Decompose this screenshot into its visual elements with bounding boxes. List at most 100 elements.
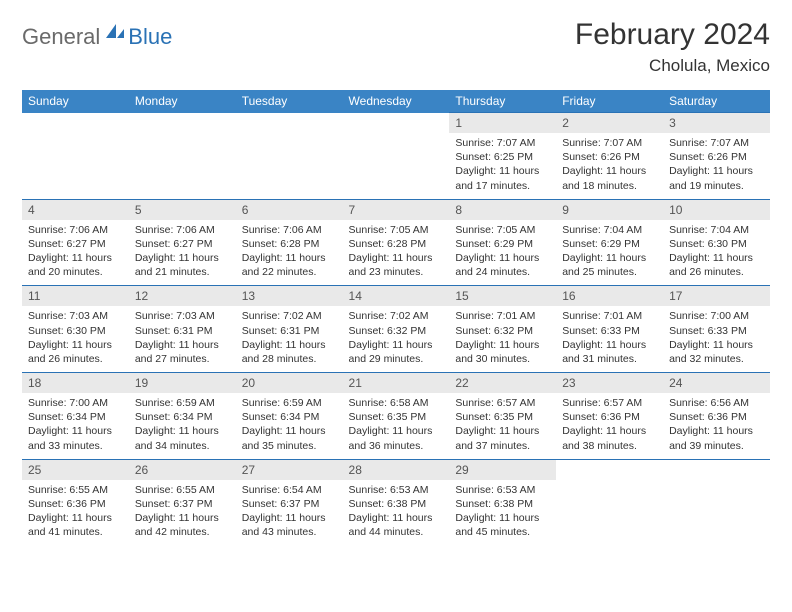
day-number: 8 bbox=[449, 200, 556, 220]
day-content: Sunrise: 7:01 AMSunset: 6:33 PMDaylight:… bbox=[556, 306, 663, 372]
day-number: 14 bbox=[343, 286, 450, 306]
sunrise-line: Sunrise: 6:53 AM bbox=[455, 483, 550, 497]
sunset-line: Sunset: 6:37 PM bbox=[135, 497, 230, 511]
daylight-line: Daylight: 11 hours and 25 minutes. bbox=[562, 251, 657, 279]
daylight-line: Daylight: 11 hours and 45 minutes. bbox=[455, 511, 550, 539]
sunset-line: Sunset: 6:38 PM bbox=[455, 497, 550, 511]
calendar-cell: .. bbox=[236, 113, 343, 200]
day-content: Sunrise: 7:05 AMSunset: 6:29 PMDaylight:… bbox=[449, 220, 556, 286]
day-content: Sunrise: 7:04 AMSunset: 6:30 PMDaylight:… bbox=[663, 220, 770, 286]
calendar-cell: .. bbox=[22, 113, 129, 200]
sunset-line: Sunset: 6:31 PM bbox=[135, 324, 230, 338]
daylight-line: Daylight: 11 hours and 22 minutes. bbox=[242, 251, 337, 279]
calendar-cell: 29Sunrise: 6:53 AMSunset: 6:38 PMDayligh… bbox=[449, 459, 556, 545]
sunrise-line: Sunrise: 7:03 AM bbox=[135, 309, 230, 323]
logo: General Blue bbox=[22, 24, 172, 50]
sunset-line: Sunset: 6:35 PM bbox=[349, 410, 444, 424]
day-content: Sunrise: 7:07 AMSunset: 6:25 PMDaylight:… bbox=[449, 133, 556, 199]
sunrise-line: Sunrise: 7:00 AM bbox=[28, 396, 123, 410]
calendar-cell: .. bbox=[343, 113, 450, 200]
sunset-line: Sunset: 6:36 PM bbox=[562, 410, 657, 424]
calendar-cell: 4Sunrise: 7:06 AMSunset: 6:27 PMDaylight… bbox=[22, 199, 129, 286]
daylight-line: Daylight: 11 hours and 39 minutes. bbox=[669, 424, 764, 452]
calendar-row: 11Sunrise: 7:03 AMSunset: 6:30 PMDayligh… bbox=[22, 286, 770, 373]
calendar-cell: 23Sunrise: 6:57 AMSunset: 6:36 PMDayligh… bbox=[556, 373, 663, 460]
sunset-line: Sunset: 6:29 PM bbox=[455, 237, 550, 251]
sunrise-line: Sunrise: 7:07 AM bbox=[669, 136, 764, 150]
day-content: Sunrise: 7:06 AMSunset: 6:28 PMDaylight:… bbox=[236, 220, 343, 286]
day-number: 27 bbox=[236, 460, 343, 480]
day-content: Sunrise: 7:04 AMSunset: 6:29 PMDaylight:… bbox=[556, 220, 663, 286]
calendar-cell: .. bbox=[556, 459, 663, 545]
day-content: Sunrise: 7:07 AMSunset: 6:26 PMDaylight:… bbox=[663, 133, 770, 199]
sunrise-line: Sunrise: 7:05 AM bbox=[455, 223, 550, 237]
sunset-line: Sunset: 6:34 PM bbox=[28, 410, 123, 424]
calendar-row: ........1Sunrise: 7:07 AMSunset: 6:25 PM… bbox=[22, 113, 770, 200]
day-number: 6 bbox=[236, 200, 343, 220]
daylight-line: Daylight: 11 hours and 23 minutes. bbox=[349, 251, 444, 279]
calendar-cell: 10Sunrise: 7:04 AMSunset: 6:30 PMDayligh… bbox=[663, 199, 770, 286]
calendar-cell: 21Sunrise: 6:58 AMSunset: 6:35 PMDayligh… bbox=[343, 373, 450, 460]
logo-text-blue: Blue bbox=[128, 24, 172, 50]
day-number: 25 bbox=[22, 460, 129, 480]
daylight-line: Daylight: 11 hours and 26 minutes. bbox=[28, 338, 123, 366]
sunset-line: Sunset: 6:33 PM bbox=[669, 324, 764, 338]
day-number: 7 bbox=[343, 200, 450, 220]
daylight-line: Daylight: 11 hours and 41 minutes. bbox=[28, 511, 123, 539]
sunrise-line: Sunrise: 7:01 AM bbox=[562, 309, 657, 323]
day-number: 1 bbox=[449, 113, 556, 133]
calendar-cell: 7Sunrise: 7:05 AMSunset: 6:28 PMDaylight… bbox=[343, 199, 450, 286]
day-content: Sunrise: 7:02 AMSunset: 6:32 PMDaylight:… bbox=[343, 306, 450, 372]
day-number: 12 bbox=[129, 286, 236, 306]
calendar-cell: 6Sunrise: 7:06 AMSunset: 6:28 PMDaylight… bbox=[236, 199, 343, 286]
day-content: Sunrise: 7:00 AMSunset: 6:34 PMDaylight:… bbox=[22, 393, 129, 459]
sunset-line: Sunset: 6:27 PM bbox=[135, 237, 230, 251]
calendar-cell: 15Sunrise: 7:01 AMSunset: 6:32 PMDayligh… bbox=[449, 286, 556, 373]
month-title: February 2024 bbox=[575, 18, 770, 52]
sunrise-line: Sunrise: 7:07 AM bbox=[455, 136, 550, 150]
dow-row: SundayMondayTuesdayWednesdayThursdayFrid… bbox=[22, 90, 770, 113]
calendar-row: 18Sunrise: 7:00 AMSunset: 6:34 PMDayligh… bbox=[22, 373, 770, 460]
calendar-cell: 3Sunrise: 7:07 AMSunset: 6:26 PMDaylight… bbox=[663, 113, 770, 200]
header: General Blue February 2024 Cholula, Mexi… bbox=[22, 18, 770, 76]
calendar-cell: 17Sunrise: 7:00 AMSunset: 6:33 PMDayligh… bbox=[663, 286, 770, 373]
day-number: 19 bbox=[129, 373, 236, 393]
day-number: 4 bbox=[22, 200, 129, 220]
sunrise-line: Sunrise: 7:05 AM bbox=[349, 223, 444, 237]
day-content: Sunrise: 6:59 AMSunset: 6:34 PMDaylight:… bbox=[236, 393, 343, 459]
calendar-cell: 25Sunrise: 6:55 AMSunset: 6:36 PMDayligh… bbox=[22, 459, 129, 545]
daylight-line: Daylight: 11 hours and 17 minutes. bbox=[455, 164, 550, 192]
daylight-line: Daylight: 11 hours and 43 minutes. bbox=[242, 511, 337, 539]
sunset-line: Sunset: 6:31 PM bbox=[242, 324, 337, 338]
daylight-line: Daylight: 11 hours and 35 minutes. bbox=[242, 424, 337, 452]
day-number: 5 bbox=[129, 200, 236, 220]
calendar-row: 25Sunrise: 6:55 AMSunset: 6:36 PMDayligh… bbox=[22, 459, 770, 545]
daylight-line: Daylight: 11 hours and 27 minutes. bbox=[135, 338, 230, 366]
sunrise-line: Sunrise: 6:57 AM bbox=[562, 396, 657, 410]
day-content: Sunrise: 7:07 AMSunset: 6:26 PMDaylight:… bbox=[556, 133, 663, 199]
calendar-cell: 16Sunrise: 7:01 AMSunset: 6:33 PMDayligh… bbox=[556, 286, 663, 373]
sunrise-line: Sunrise: 7:07 AM bbox=[562, 136, 657, 150]
sunset-line: Sunset: 6:32 PM bbox=[455, 324, 550, 338]
day-content: Sunrise: 7:06 AMSunset: 6:27 PMDaylight:… bbox=[22, 220, 129, 286]
calendar-cell: 18Sunrise: 7:00 AMSunset: 6:34 PMDayligh… bbox=[22, 373, 129, 460]
dow-friday: Friday bbox=[556, 90, 663, 113]
sunset-line: Sunset: 6:29 PM bbox=[562, 237, 657, 251]
day-number: 23 bbox=[556, 373, 663, 393]
daylight-line: Daylight: 11 hours and 34 minutes. bbox=[135, 424, 230, 452]
sunset-line: Sunset: 6:30 PM bbox=[669, 237, 764, 251]
daylight-line: Daylight: 11 hours and 24 minutes. bbox=[455, 251, 550, 279]
sunset-line: Sunset: 6:38 PM bbox=[349, 497, 444, 511]
daylight-line: Daylight: 11 hours and 44 minutes. bbox=[349, 511, 444, 539]
day-content: Sunrise: 7:02 AMSunset: 6:31 PMDaylight:… bbox=[236, 306, 343, 372]
calendar-cell: 1Sunrise: 7:07 AMSunset: 6:25 PMDaylight… bbox=[449, 113, 556, 200]
daylight-line: Daylight: 11 hours and 29 minutes. bbox=[349, 338, 444, 366]
sunrise-line: Sunrise: 7:06 AM bbox=[135, 223, 230, 237]
sunrise-line: Sunrise: 7:04 AM bbox=[562, 223, 657, 237]
sunset-line: Sunset: 6:25 PM bbox=[455, 150, 550, 164]
day-number: 18 bbox=[22, 373, 129, 393]
daylight-line: Daylight: 11 hours and 36 minutes. bbox=[349, 424, 444, 452]
calendar-cell: 11Sunrise: 7:03 AMSunset: 6:30 PMDayligh… bbox=[22, 286, 129, 373]
sunset-line: Sunset: 6:28 PM bbox=[242, 237, 337, 251]
day-content: Sunrise: 6:58 AMSunset: 6:35 PMDaylight:… bbox=[343, 393, 450, 459]
